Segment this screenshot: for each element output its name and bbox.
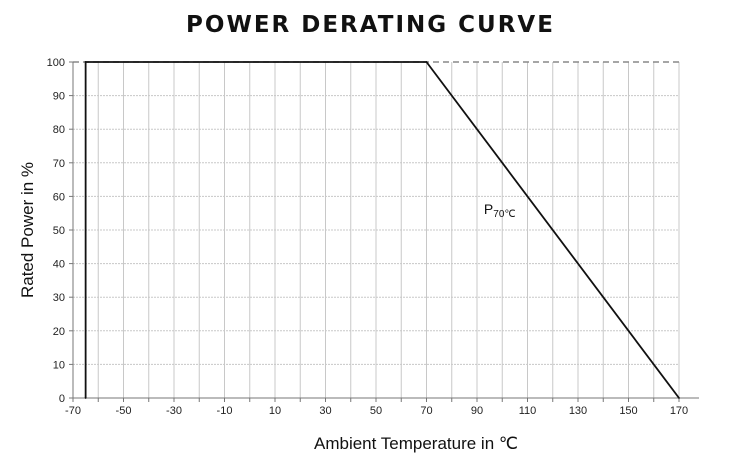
x-tick-label: -30 (166, 405, 182, 417)
grid (73, 62, 680, 398)
y-tick-label: 50 (53, 225, 65, 237)
series-layer (84, 61, 680, 399)
y-tick-label: 10 (53, 359, 65, 371)
x-tick-label: 130 (569, 405, 587, 417)
derating-curve-line (84, 61, 680, 399)
x-tick-label: 10 (269, 405, 281, 417)
tick-labels: -70 -50 -30 -10 10 30 50 70 90 110 130 150 170 0 10 20 3… (47, 57, 689, 417)
curve-point (84, 61, 87, 63)
x-tick-label: -70 (65, 405, 81, 417)
annotation-subscript: 70℃ (493, 209, 515, 220)
annotation-main: P (484, 201, 493, 217)
x-tick-label: 170 (670, 405, 688, 417)
curve-annotation: P70℃ (484, 201, 516, 220)
y-tick-label: 20 (53, 326, 65, 338)
x-tick-label: 70 (420, 405, 432, 417)
curve-point (678, 397, 680, 399)
y-tick-label: 90 (53, 91, 65, 103)
y-axis-label: Rated Power in % (18, 162, 37, 298)
axes (69, 61, 699, 402)
x-tick-label: 30 (319, 405, 331, 417)
x-tick-label: 90 (471, 405, 483, 417)
x-tick-label: 150 (619, 405, 637, 417)
y-tick-label: 40 (53, 259, 65, 271)
x-tick-label: -10 (217, 405, 233, 417)
y-tick-label: 100 (47, 57, 65, 69)
annotations: P70℃ (484, 201, 516, 220)
x-tick-label: 50 (370, 405, 382, 417)
curve-point (84, 397, 87, 399)
y-tick-label: 0 (59, 393, 65, 405)
y-tick-label: 80 (53, 124, 65, 136)
x-tick-label: -50 (116, 405, 132, 417)
chart-title: POWER DERATING CURVE (186, 12, 555, 38)
y-tick-label: 30 (53, 292, 65, 304)
curve-point (425, 61, 428, 63)
x-axis-label: Ambient Temperature in ℃ (314, 434, 518, 453)
y-tick-label: 60 (53, 191, 65, 203)
y-tick-label: 70 (53, 158, 65, 170)
x-tick-label: 110 (519, 405, 537, 417)
